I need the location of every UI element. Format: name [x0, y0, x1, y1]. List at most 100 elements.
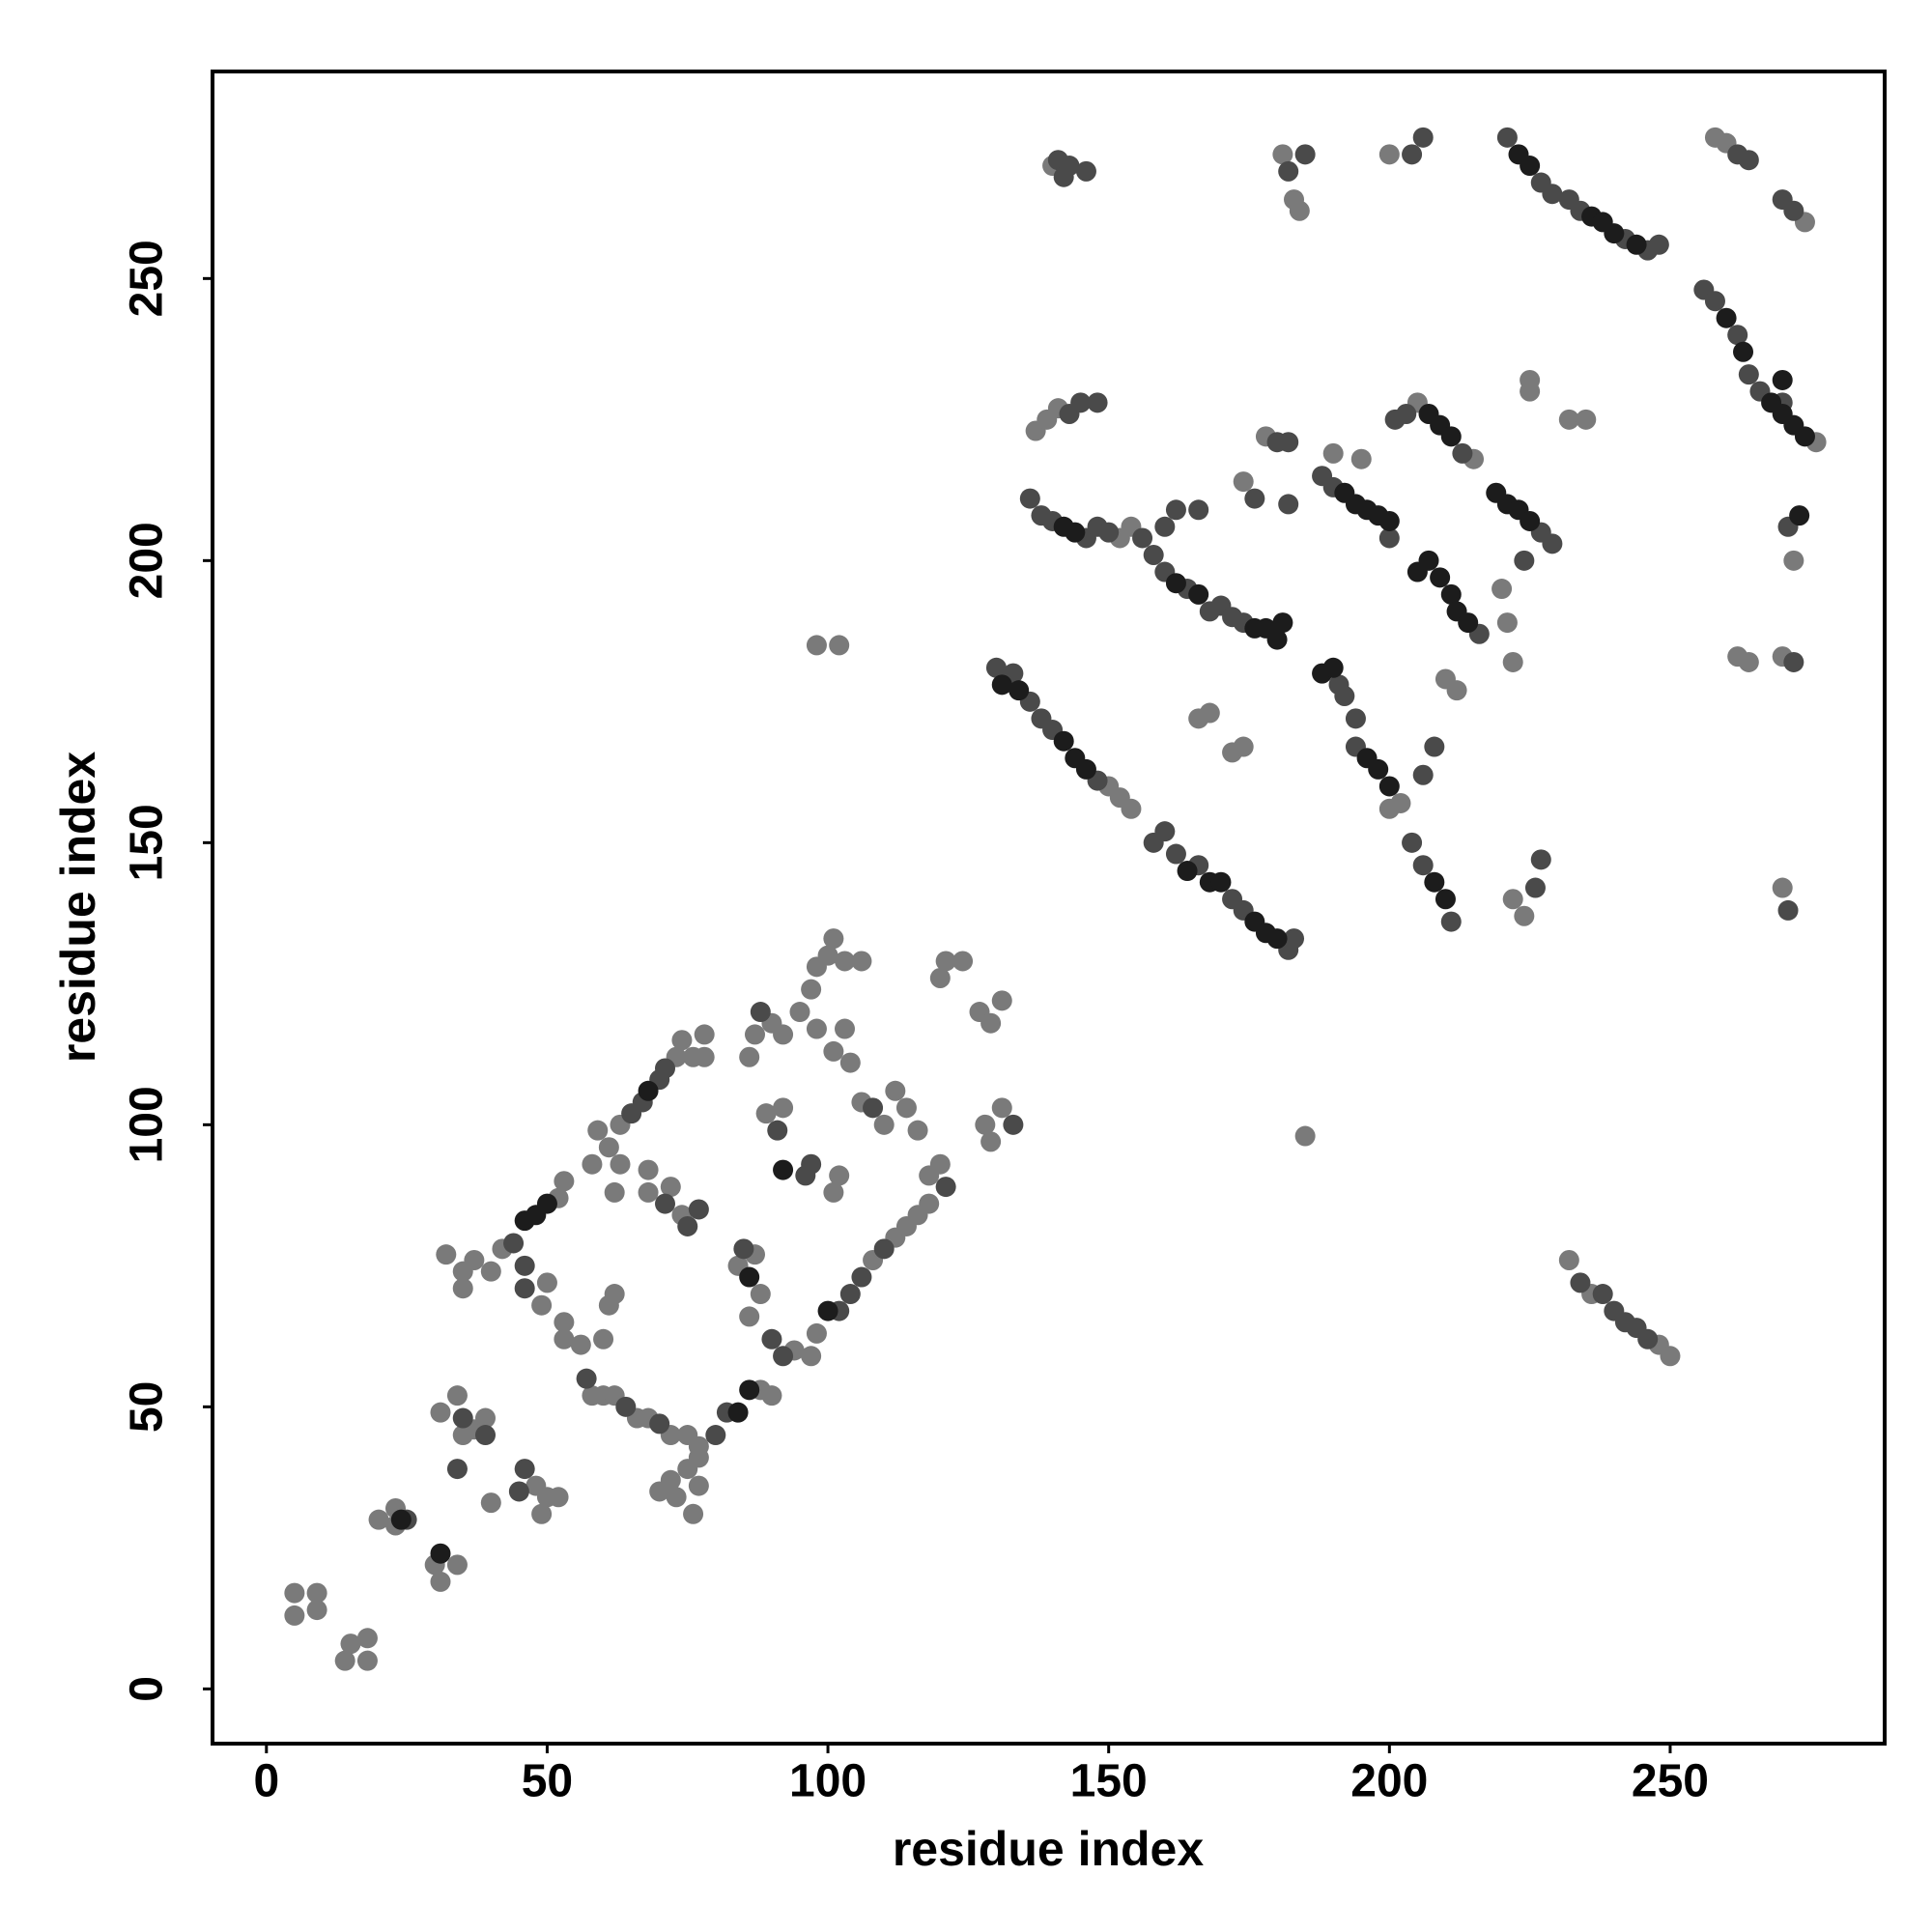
point [576, 1368, 597, 1389]
point [649, 1413, 670, 1435]
point [1738, 651, 1759, 672]
point [638, 1181, 659, 1203]
point [615, 1396, 637, 1417]
y-axis-label: residue index [51, 752, 105, 1064]
point [1272, 144, 1293, 165]
point [514, 1255, 535, 1276]
point [873, 1238, 895, 1260]
point [952, 951, 974, 972]
point [452, 1278, 473, 1299]
point [1154, 821, 1176, 842]
point [1440, 426, 1462, 447]
point [1188, 499, 1209, 521]
point [1446, 680, 1467, 701]
point [789, 1002, 810, 1023]
point [801, 1153, 822, 1175]
y-tick-label: 50 [122, 1381, 173, 1433]
point [1177, 861, 1198, 882]
point [604, 1284, 625, 1305]
point [1783, 651, 1804, 672]
point [1727, 325, 1748, 346]
point [1059, 156, 1080, 177]
point [306, 1582, 327, 1604]
point [548, 1487, 569, 1508]
point [688, 1199, 709, 1220]
point [773, 1024, 794, 1045]
point [1496, 127, 1518, 148]
point [1278, 432, 1299, 453]
point [334, 1650, 355, 1671]
point [536, 1272, 557, 1293]
point [919, 1193, 940, 1214]
point [1075, 160, 1096, 182]
point [733, 1238, 754, 1260]
point [1458, 612, 1479, 634]
point [985, 657, 1007, 678]
point [1626, 234, 1647, 255]
point [773, 1346, 794, 1367]
point [1733, 341, 1754, 362]
point [835, 951, 856, 972]
point [694, 1046, 715, 1067]
point [340, 1634, 361, 1655]
point [1278, 494, 1299, 515]
point [739, 1306, 760, 1327]
point [1402, 144, 1423, 165]
point [705, 1425, 726, 1446]
point [991, 1097, 1012, 1119]
point [1738, 364, 1759, 385]
point [446, 1554, 468, 1576]
point [284, 1582, 305, 1604]
point [863, 1097, 884, 1119]
point [677, 1215, 698, 1236]
point [1412, 855, 1434, 876]
point [430, 1543, 451, 1564]
y-tick-label: 200 [122, 522, 173, 599]
x-tick-label: 50 [522, 1756, 573, 1807]
point [536, 1193, 557, 1214]
point [801, 979, 822, 1000]
point [452, 1407, 473, 1429]
point [1660, 1346, 1681, 1367]
point [598, 1137, 619, 1158]
point [1783, 200, 1804, 221]
point [895, 1097, 917, 1119]
point [750, 1002, 771, 1023]
point [1233, 471, 1254, 493]
point [671, 1030, 693, 1051]
point [1570, 1272, 1591, 1293]
point [480, 1261, 501, 1282]
point [1440, 583, 1462, 605]
point [727, 1402, 749, 1423]
point [1378, 527, 1400, 549]
point [1514, 550, 1535, 571]
point [1266, 928, 1288, 950]
point [980, 1131, 1002, 1152]
point [1794, 426, 1815, 447]
point [1199, 702, 1220, 724]
point [508, 1481, 529, 1502]
point [1278, 160, 1299, 182]
point [975, 1114, 996, 1135]
point [446, 1459, 468, 1480]
point [531, 1503, 553, 1524]
point [935, 1177, 956, 1198]
point [1003, 1114, 1024, 1135]
y-tick-label: 250 [122, 240, 173, 317]
point [1412, 764, 1434, 785]
point [390, 1509, 412, 1530]
point [1322, 442, 1344, 464]
point [638, 1159, 659, 1180]
point [1496, 612, 1518, 634]
point [430, 1402, 451, 1423]
point [991, 674, 1012, 696]
point [582, 1153, 603, 1175]
x-tick-label: 100 [789, 1756, 867, 1807]
point [767, 1120, 788, 1141]
point [660, 1469, 681, 1491]
point [1777, 899, 1799, 921]
x-tick-label: 0 [253, 1756, 279, 1807]
point [1424, 871, 1445, 893]
point [1053, 730, 1074, 752]
point [514, 1459, 535, 1480]
